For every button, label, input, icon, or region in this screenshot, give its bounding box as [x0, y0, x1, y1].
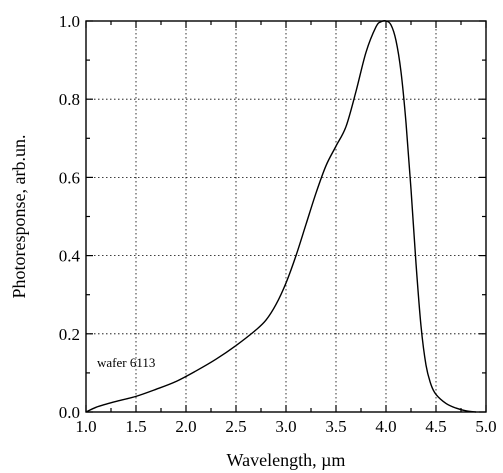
- plot-frame: [85, 20, 487, 413]
- x-tick-label: 2.5: [225, 417, 246, 436]
- x-tick-label: 3.5: [325, 417, 346, 436]
- x-axis-title: Wavelength, µm: [227, 450, 346, 470]
- x-tick-labels: 1.0 1.5 2.0 2.5 3.0 3.5 4.0 4.5 5.0: [75, 417, 496, 436]
- y-tick-label: 0.4: [59, 247, 81, 266]
- x-tick-label: 1.5: [125, 417, 146, 436]
- x-tick-label: 2.0: [175, 417, 196, 436]
- grid-lines: [86, 21, 486, 412]
- y-tick-label: 0.0: [59, 403, 80, 422]
- x-tick-label: 1.0: [75, 417, 96, 436]
- y-tick-label: 0.2: [59, 325, 80, 344]
- y-axis-title: Photoresponse, arb.un.: [9, 135, 29, 299]
- photoresponse-curve: [85, 20, 477, 413]
- y-tick-label: 0.6: [59, 168, 80, 187]
- y-tick-labels: 0.0 0.2 0.4 0.6 0.8 1.0: [59, 12, 81, 422]
- y-tick-label: 1.0: [59, 12, 80, 31]
- y-tick-label: 0.8: [59, 90, 80, 109]
- wafer-annotation: wafer 6113: [97, 355, 155, 370]
- x-tick-label: 4.0: [375, 417, 396, 436]
- x-tick-label: 4.5: [425, 417, 446, 436]
- x-tick-label: 3.0: [275, 417, 296, 436]
- x-tick-label: 5.0: [475, 417, 496, 436]
